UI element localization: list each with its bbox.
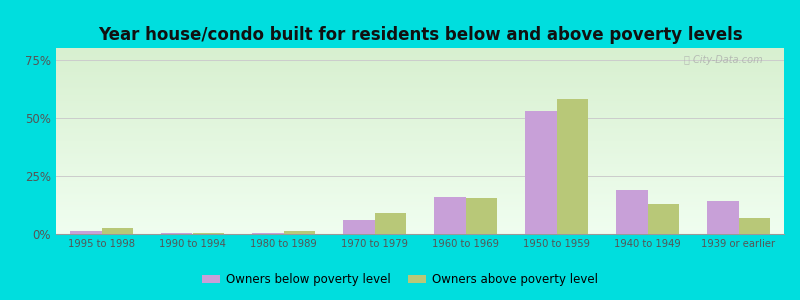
Bar: [466, 198, 498, 234]
Bar: [557, 99, 588, 234]
Bar: [193, 233, 224, 234]
Text: ⓘ City-Data.com: ⓘ City-Data.com: [683, 56, 762, 65]
Bar: [342, 220, 374, 234]
Bar: [70, 230, 102, 234]
Bar: [738, 218, 770, 234]
Bar: [647, 204, 679, 234]
Bar: [616, 190, 647, 234]
Title: Year house/condo built for residents below and above poverty levels: Year house/condo built for residents bel…: [98, 26, 742, 44]
Bar: [706, 202, 738, 234]
Bar: [252, 233, 283, 234]
Bar: [102, 228, 134, 234]
Bar: [434, 197, 466, 234]
Legend: Owners below poverty level, Owners above poverty level: Owners below poverty level, Owners above…: [198, 269, 602, 291]
Bar: [283, 230, 315, 234]
Bar: [374, 213, 406, 234]
Bar: [525, 111, 557, 234]
Bar: [161, 233, 193, 234]
